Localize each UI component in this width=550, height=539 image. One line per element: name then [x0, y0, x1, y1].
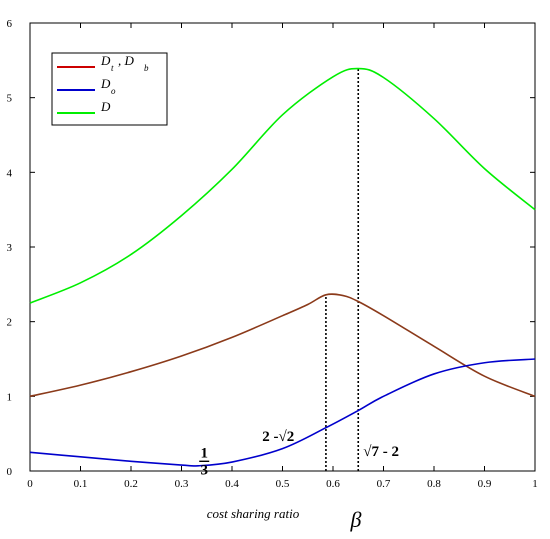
- x-tick-label: 0.5: [276, 478, 290, 490]
- series-line-dt-db: [29, 293, 536, 398]
- y-tick-label: 6: [7, 18, 13, 30]
- x-tick-label: 0.6: [326, 478, 340, 490]
- y-tick-label: 1: [7, 391, 13, 403]
- legend-subscript: b: [144, 63, 149, 73]
- annotation-fraction-numerator: 1: [200, 445, 208, 461]
- y-tick-label: 3: [7, 242, 13, 254]
- legend-label: D: [100, 76, 111, 91]
- axis-ticks: 0 0.1 0.2 0.3 0.4 0.5 0.6 0.7 0.8 0.9 1 0 1 2 3 4 5 6: [7, 18, 538, 490]
- x-axis-label: cost sharing ratio: [207, 506, 300, 521]
- x-tick-label: 0: [27, 478, 33, 490]
- annotations: 13 2 -√2 √7 - 2: [199, 429, 399, 478]
- x-tick-label: 0.2: [124, 478, 138, 490]
- x-tick-label: 0.9: [478, 478, 492, 490]
- y-tick-label: 2: [7, 317, 13, 329]
- series-line-d: [29, 67, 536, 304]
- x-tick-label: 1: [532, 478, 538, 490]
- x-tick-label: 0.3: [175, 478, 189, 490]
- annotation-two-minus-root2: 2 -√2: [262, 429, 294, 445]
- legend-subscript: t: [111, 63, 114, 73]
- annotation-fraction-denominator: 3: [200, 462, 208, 478]
- x-tick-label: 0.7: [377, 478, 391, 490]
- x-axis-symbol: β: [350, 507, 362, 532]
- y-tick-label: 4: [7, 167, 13, 179]
- annotation-root7-minus-2: √7 - 2: [363, 444, 399, 460]
- x-tick-label: 0.8: [427, 478, 441, 490]
- legend-label: , D: [118, 53, 135, 68]
- y-tick-label: 5: [7, 93, 13, 105]
- legend-label: D: [100, 53, 111, 68]
- y-tick-label: 0: [7, 466, 13, 478]
- guide-lines: [325, 68, 360, 471]
- x-tick-label: 0.4: [225, 478, 239, 490]
- series-line-do: [29, 358, 536, 467]
- x-tick-label: 0.1: [74, 478, 88, 490]
- legend-label: D: [100, 99, 111, 114]
- legend-subscript: o: [111, 86, 116, 96]
- series-group: [29, 67, 536, 467]
